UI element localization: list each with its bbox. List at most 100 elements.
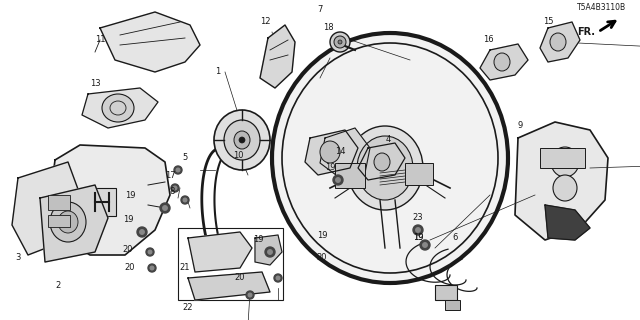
Bar: [405, 163, 433, 185]
Circle shape: [246, 291, 254, 299]
Circle shape: [171, 184, 179, 192]
Text: 19: 19: [413, 234, 423, 243]
Text: 11: 11: [95, 36, 105, 44]
Circle shape: [183, 198, 187, 202]
Ellipse shape: [550, 33, 566, 51]
Bar: [48, 215, 70, 227]
Polygon shape: [188, 272, 270, 300]
Text: 19: 19: [123, 215, 133, 225]
Circle shape: [420, 240, 430, 250]
Text: 19: 19: [413, 234, 423, 243]
Text: 19: 19: [324, 164, 335, 172]
Text: 20: 20: [317, 253, 327, 262]
Text: T5A4B3110B: T5A4B3110B: [577, 3, 626, 12]
Circle shape: [173, 186, 177, 190]
Bar: [335, 163, 365, 188]
Ellipse shape: [357, 136, 413, 200]
Text: 3: 3: [15, 253, 20, 262]
Circle shape: [140, 230, 144, 234]
Text: 20: 20: [123, 245, 133, 254]
Text: 22: 22: [183, 303, 193, 313]
Circle shape: [336, 178, 340, 182]
Text: 21: 21: [180, 263, 190, 273]
Text: 12: 12: [260, 18, 270, 27]
Circle shape: [146, 248, 154, 256]
Circle shape: [148, 250, 152, 254]
Bar: [435, 285, 457, 300]
Text: 6: 6: [452, 234, 458, 243]
Text: 5: 5: [182, 154, 188, 163]
Polygon shape: [50, 145, 170, 255]
Ellipse shape: [553, 175, 577, 201]
Polygon shape: [82, 88, 158, 128]
Polygon shape: [40, 185, 108, 262]
Text: 19: 19: [125, 190, 135, 199]
Ellipse shape: [330, 32, 350, 52]
Ellipse shape: [272, 33, 508, 283]
Bar: [48, 195, 70, 210]
Ellipse shape: [214, 110, 270, 170]
Polygon shape: [540, 22, 580, 62]
Text: 17: 17: [164, 171, 175, 180]
Text: 1: 1: [216, 68, 221, 76]
Circle shape: [174, 166, 182, 174]
Circle shape: [276, 276, 280, 280]
Text: 4: 4: [385, 135, 390, 145]
Ellipse shape: [494, 53, 510, 71]
Ellipse shape: [58, 211, 78, 233]
Polygon shape: [545, 205, 590, 240]
Circle shape: [248, 293, 252, 297]
Circle shape: [265, 247, 275, 257]
Ellipse shape: [224, 120, 260, 160]
Polygon shape: [358, 143, 405, 180]
Text: 20: 20: [235, 274, 245, 283]
Text: 14: 14: [335, 148, 345, 156]
Text: 13: 13: [90, 79, 100, 89]
Polygon shape: [260, 25, 295, 88]
Text: 16: 16: [483, 36, 493, 44]
Ellipse shape: [374, 153, 390, 171]
Polygon shape: [305, 130, 358, 175]
Text: 20: 20: [125, 263, 135, 273]
Text: 15: 15: [543, 18, 553, 27]
Circle shape: [137, 227, 147, 237]
Text: 18: 18: [323, 23, 333, 33]
Circle shape: [160, 203, 170, 213]
Circle shape: [163, 206, 167, 210]
Circle shape: [181, 196, 189, 204]
Text: 8: 8: [170, 188, 175, 196]
Bar: [178, 228, 283, 300]
Text: 9: 9: [517, 121, 523, 130]
Circle shape: [176, 168, 180, 172]
Circle shape: [413, 225, 423, 235]
Text: 23: 23: [413, 213, 423, 222]
Polygon shape: [188, 232, 252, 272]
Polygon shape: [100, 12, 200, 72]
Circle shape: [148, 264, 156, 272]
Text: 10: 10: [233, 150, 243, 159]
Ellipse shape: [347, 126, 423, 210]
Ellipse shape: [334, 36, 346, 48]
Bar: [540, 148, 585, 168]
Polygon shape: [320, 128, 370, 178]
Ellipse shape: [50, 202, 86, 242]
Polygon shape: [255, 235, 282, 265]
Circle shape: [416, 228, 420, 232]
Polygon shape: [515, 122, 608, 240]
Text: FR.: FR.: [577, 27, 595, 37]
Text: 2: 2: [56, 281, 61, 290]
Circle shape: [150, 266, 154, 270]
Text: 19: 19: [317, 230, 327, 239]
Text: 7: 7: [317, 5, 323, 14]
Bar: [88, 188, 116, 216]
Ellipse shape: [551, 147, 579, 177]
Circle shape: [268, 250, 272, 254]
Ellipse shape: [338, 40, 342, 44]
Polygon shape: [480, 44, 528, 80]
Ellipse shape: [239, 137, 245, 143]
Ellipse shape: [102, 94, 134, 122]
Text: 19: 19: [253, 236, 263, 244]
Circle shape: [274, 274, 282, 282]
Ellipse shape: [320, 141, 340, 163]
Circle shape: [333, 175, 343, 185]
